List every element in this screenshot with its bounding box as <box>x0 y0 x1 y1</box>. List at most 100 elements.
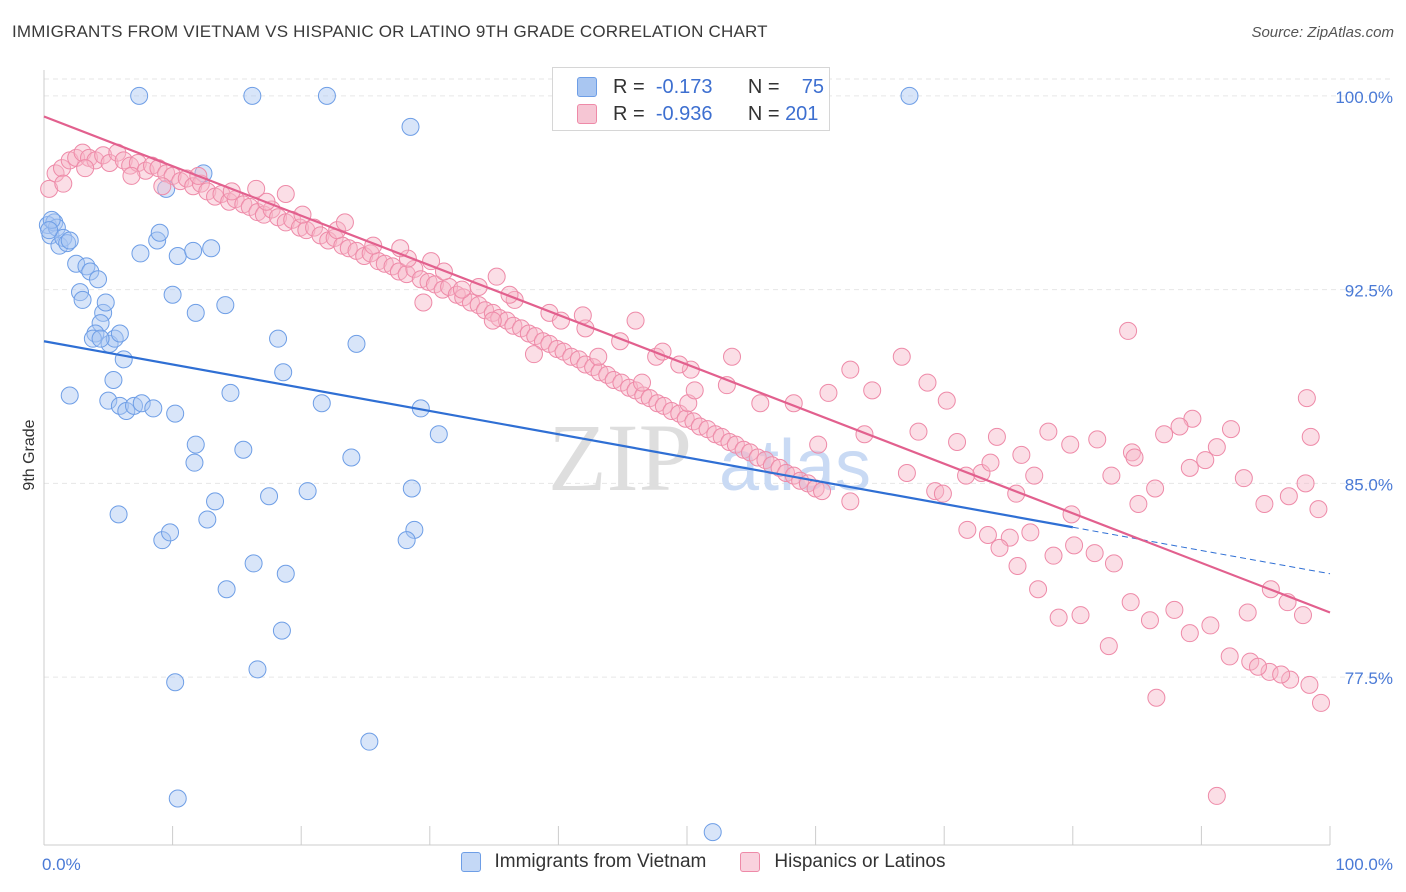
data-point <box>948 433 967 451</box>
legend-r-value: -0.173 <box>655 75 713 98</box>
data-point <box>958 520 977 539</box>
data-point <box>1147 688 1166 707</box>
data-point <box>131 244 150 263</box>
data-point <box>1201 616 1220 635</box>
data-point <box>91 329 110 348</box>
data-point <box>83 329 102 348</box>
data-point <box>60 386 79 405</box>
data-point <box>206 492 225 511</box>
data-point <box>1309 500 1328 519</box>
data-point <box>1104 554 1123 573</box>
watermark: ZIP atlas <box>548 404 871 511</box>
data-point <box>217 580 236 599</box>
data-point <box>429 425 448 444</box>
data-point <box>1180 624 1199 643</box>
y-tick-label: 92.5% <box>1345 282 1393 301</box>
data-points <box>38 86 1330 842</box>
data-point <box>723 347 742 366</box>
data-point <box>1008 557 1027 575</box>
data-point <box>1039 422 1058 441</box>
data-point <box>105 329 124 348</box>
data-point <box>96 293 115 312</box>
data-point <box>1272 665 1291 684</box>
data-point <box>1085 544 1104 563</box>
data-point <box>1065 536 1084 555</box>
data-point <box>269 329 288 348</box>
legend-r-label: R = <box>613 102 645 125</box>
data-point <box>863 381 882 400</box>
data-point <box>937 391 956 410</box>
data-point <box>809 435 828 454</box>
data-point <box>1234 469 1253 488</box>
data-point <box>244 554 263 573</box>
data-point <box>414 293 433 312</box>
legend-n-value: 201 <box>785 102 819 125</box>
data-point <box>168 247 187 265</box>
data-point <box>933 484 952 503</box>
data-point <box>1102 466 1121 485</box>
data-point <box>1207 438 1226 457</box>
data-point <box>53 159 72 178</box>
data-point <box>114 350 133 369</box>
series-hispanic-points <box>40 143 1330 805</box>
data-point <box>1255 495 1274 513</box>
source-label: Source: ZipAtlas.com <box>1251 24 1394 41</box>
data-point <box>1071 606 1090 625</box>
x-tick-label: 100.0% <box>1335 855 1393 874</box>
data-point <box>1044 546 1063 565</box>
data-point <box>500 285 519 304</box>
data-point <box>243 86 262 105</box>
data-point <box>40 179 59 198</box>
data-point <box>1260 662 1279 681</box>
trend-line-extension <box>1072 526 1331 575</box>
data-point <box>360 732 379 751</box>
y-axis-title: 9th Grade <box>21 419 38 490</box>
data-point <box>163 285 182 304</box>
data-point <box>335 213 354 232</box>
data-point <box>1300 675 1319 694</box>
data-point <box>1293 606 1312 625</box>
data-point <box>186 303 205 322</box>
data-point <box>452 280 471 299</box>
data-point <box>1279 487 1298 506</box>
trend-line-vietnam <box>43 340 1073 529</box>
data-point <box>234 440 253 459</box>
data-point <box>110 324 129 343</box>
data-point <box>42 210 61 229</box>
data-point <box>153 177 172 196</box>
data-point <box>1155 425 1174 444</box>
data-point <box>987 427 1006 446</box>
data-point <box>589 347 608 366</box>
data-point <box>422 252 441 271</box>
data-point <box>1248 657 1267 676</box>
legend-n-value: 75 <box>801 75 824 98</box>
data-point <box>81 262 100 281</box>
series-swatch-vietnam <box>460 852 481 872</box>
data-point <box>91 314 110 333</box>
data-point <box>1121 593 1140 612</box>
data-point <box>122 166 141 185</box>
data-point <box>551 311 570 330</box>
data-point <box>900 86 919 105</box>
data-point <box>202 239 221 258</box>
data-point <box>990 538 1009 557</box>
data-point <box>1165 600 1184 619</box>
data-point <box>109 505 128 524</box>
data-point <box>1297 389 1316 408</box>
data-point <box>1180 458 1199 477</box>
data-point <box>1122 443 1141 462</box>
data-point <box>1296 474 1315 493</box>
legend-row-vietnam: R = -0.173 N = 75 <box>577 74 824 100</box>
data-point <box>978 526 997 544</box>
series-label-hispanic: Hispanics or Latinos <box>774 851 946 872</box>
data-point <box>855 425 874 444</box>
data-point <box>168 789 187 808</box>
data-point <box>216 296 235 315</box>
data-point <box>100 154 119 172</box>
data-point <box>751 394 770 413</box>
data-point <box>1311 693 1330 712</box>
data-point <box>185 453 204 472</box>
data-point <box>841 492 860 511</box>
series-legend-vietnam: Immigrants from Vietnam <box>460 851 706 873</box>
